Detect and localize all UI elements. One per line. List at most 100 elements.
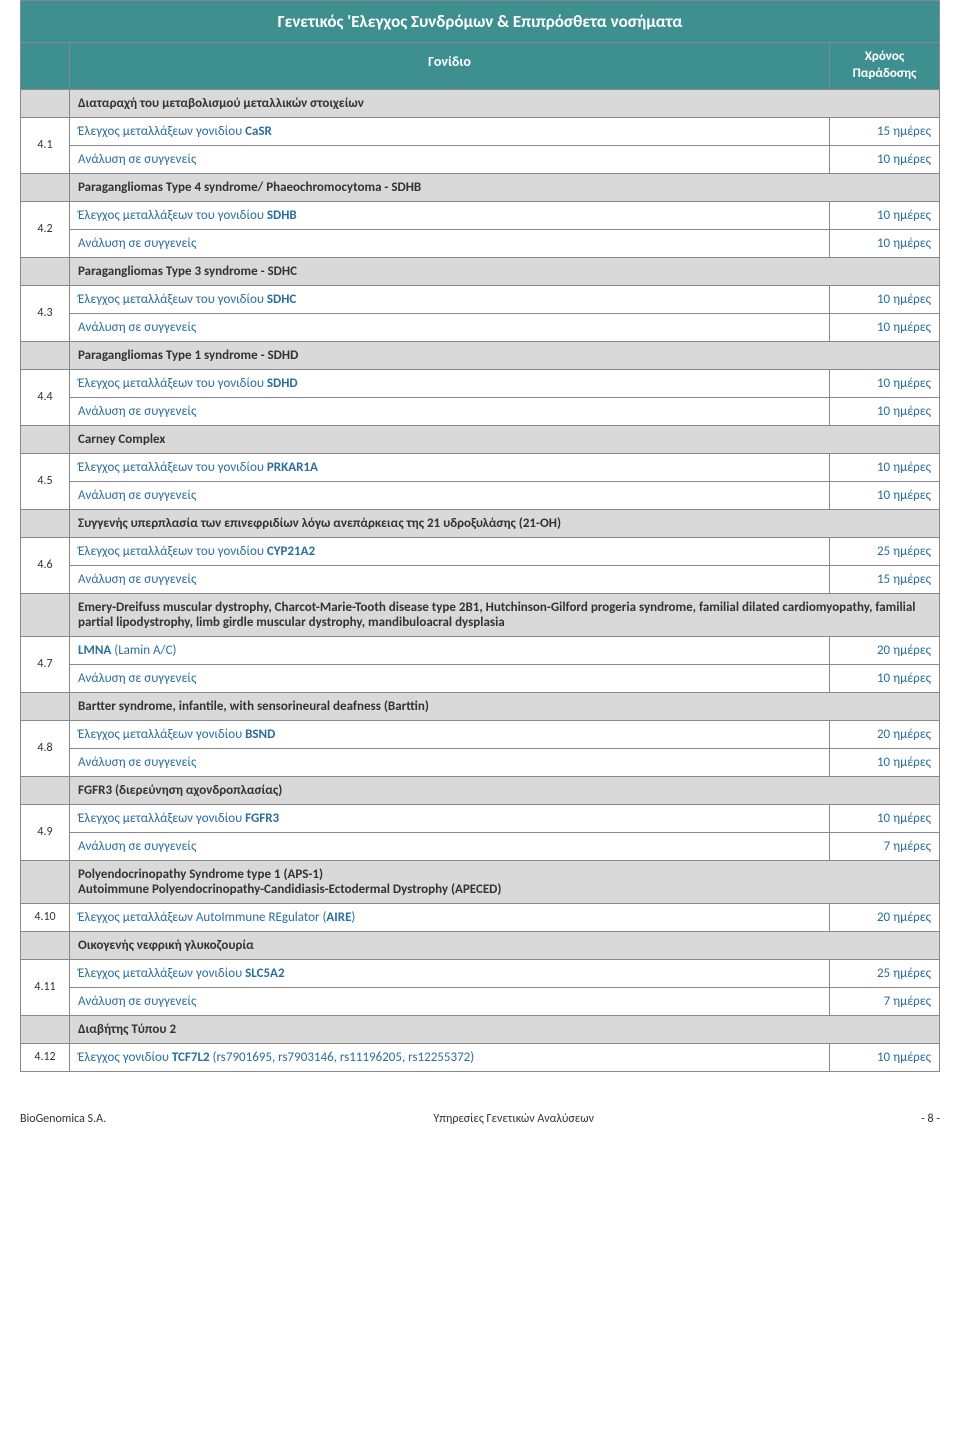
desc-text: Ανάλυση σε συγγενείς — [78, 994, 196, 1009]
group-rows: Έλεγχος μεταλλάξεων του γονιδίου SDHB10 … — [70, 202, 940, 258]
data-row: Ανάλυση σε συγγενείς10 ημέρες — [70, 230, 940, 258]
gene-name: FGFR3 — [245, 811, 279, 826]
row-description: Έλεγχος μεταλλάξεων του γονιδίου SDHC — [70, 286, 830, 314]
row-description: Ανάλυση σε συγγενείς — [70, 314, 830, 342]
gene-name: SLC5A2 — [245, 966, 284, 981]
row-time: 10 ημέρες — [830, 202, 940, 230]
data-row: Έλεγχος μεταλλάξεων γονιδίου CaSR15 ημέρ… — [70, 118, 940, 146]
gene-name: CYP21A2 — [267, 544, 315, 559]
section-header: Bartter syndrome, infantile, with sensor… — [20, 693, 940, 721]
row-time: 7 ημέρες — [830, 833, 940, 861]
data-row: Ανάλυση σε συγγενείς 10 ημέρες — [70, 146, 940, 174]
desc-text: Έλεγχος μεταλλάξεων γονιδίου — [78, 966, 245, 981]
data-row: Έλεγχος μεταλλάξεων του γονιδίου SDHB10 … — [70, 202, 940, 230]
section-num-blank — [20, 861, 70, 904]
data-row: Έλεγχος μεταλλάξεων του γονιδίου CYP21A2… — [70, 538, 940, 566]
row-time: 20 ημέρες — [830, 637, 940, 665]
desc-text: Έλεγχος μεταλλάξεων AutoImmune REgulator… — [78, 910, 326, 925]
desc-text: Ανάλυση σε συγγενείς — [78, 152, 196, 167]
row-number: 4.5 — [20, 454, 70, 510]
group-rows: LMNA (Lamin A/C)20 ημέρεςΑνάλυση σε συγγ… — [70, 637, 940, 693]
group-wrapper: 4.9Έλεγχος μεταλλάξεων γονιδίου FGFR310 … — [20, 805, 940, 861]
row-number: 4.1 — [20, 118, 70, 174]
section-num-blank — [20, 510, 70, 538]
group-wrapper: 4.5Έλεγχος μεταλλάξεων του γονιδίου PRKA… — [20, 454, 940, 510]
desc-text-post: ) — [351, 910, 355, 925]
row-time: 7 ημέρες — [830, 988, 940, 1016]
group-rows: Έλεγχος μεταλλάξεων του γονιδίου PRKAR1A… — [70, 454, 940, 510]
row-description: Ανάλυση σε συγγενείς — [70, 665, 830, 693]
row-description: Έλεγχος μεταλλάξεων γονιδίου FGFR3 — [70, 805, 830, 833]
section-num-blank — [20, 342, 70, 370]
desc-text: Ανάλυση σε συγγενείς — [78, 671, 196, 686]
group-rows: Έλεγχος μεταλλάξεων AutoImmune REgulator… — [70, 904, 940, 932]
section-header: Emery-Dreifuss muscular dystrophy, Charc… — [20, 594, 940, 637]
group-rows: Έλεγχος μεταλλάξεων του γονιδίου SDHD10 … — [70, 370, 940, 426]
row-description: Ανάλυση σε συγγενείς — [70, 988, 830, 1016]
group-wrapper: 4.6Έλεγχος μεταλλάξεων του γονιδίου CYP2… — [20, 538, 940, 594]
data-row: Έλεγχος γονιδίου TCF7L2 (rs7901695, rs79… — [70, 1044, 940, 1072]
section-header: Διαβήτης Τύπου 2 — [20, 1016, 940, 1044]
section-header: Διαταραχή του μεταβολισμού μεταλλικών στ… — [20, 90, 940, 118]
footer-right: - 8 - — [921, 1112, 940, 1126]
row-description: Έλεγχος μεταλλάξεων AutoImmune REgulator… — [70, 904, 830, 932]
data-row: Έλεγχος μεταλλάξεων AutoImmune REgulator… — [70, 904, 940, 932]
group-rows: Έλεγχος μεταλλάξεων γονιδίου CaSR15 ημέρ… — [70, 118, 940, 174]
desc-text: Έλεγχος γονιδίου — [78, 1050, 172, 1065]
row-description: Έλεγχος μεταλλάξεων του γονιδίου CYP21A2 — [70, 538, 830, 566]
row-time: 10 ημέρες — [830, 146, 940, 174]
row-time: 10 ημέρες — [830, 454, 940, 482]
desc-text: Έλεγχος μεταλλάξεων του γονιδίου — [78, 292, 267, 307]
data-row: Ανάλυση σε συγγενείς10 ημέρες — [70, 665, 940, 693]
row-time: 25 ημέρες — [830, 960, 940, 988]
data-row: Έλεγχος μεταλλάξεων του γονιδίου PRKAR1A… — [70, 454, 940, 482]
group-wrapper: 4.12Έλεγχος γονιδίου TCF7L2 (rs7901695, … — [20, 1044, 940, 1072]
desc-text: Έλεγχος μεταλλάξεων του γονιδίου — [78, 460, 267, 475]
group-wrapper: 4.3Έλεγχος μεταλλάξεων του γονιδίου SDHC… — [20, 286, 940, 342]
desc-text-post: (Lamin A/C) — [111, 643, 176, 658]
group-wrapper: 4.11Έλεγχος μεταλλάξεων γονιδίου SLC5A22… — [20, 960, 940, 1016]
header-gene: Γονίδιο — [70, 43, 830, 90]
section-num-blank — [20, 932, 70, 960]
page-footer: BioGenomica S.A. Υπηρεσίες Γενετικών Ανα… — [20, 1112, 940, 1126]
data-row: Ανάλυση σε συγγενείς 10 ημέρες — [70, 398, 940, 426]
group-wrapper: 4.8Έλεγχος μεταλλάξεων γονιδίου BSND20 η… — [20, 721, 940, 777]
group-wrapper: 4.1Έλεγχος μεταλλάξεων γονιδίου CaSR15 η… — [20, 118, 940, 174]
desc-text: Ανάλυση σε συγγενείς — [78, 839, 196, 854]
group-rows: Έλεγχος μεταλλάξεων του γονιδίου CYP21A2… — [70, 538, 940, 594]
row-time: 20 ημέρες — [830, 721, 940, 749]
group-rows: Έλεγχος γονιδίου TCF7L2 (rs7901695, rs79… — [70, 1044, 940, 1072]
group-rows: Έλεγχος μεταλλάξεων γονιδίου BSND20 ημέρ… — [70, 721, 940, 777]
data-row: Ανάλυση σε συγγενείς10 ημέρες — [70, 314, 940, 342]
desc-text: Έλεγχος μεταλλάξεων γονιδίου — [78, 124, 245, 139]
gene-name: SDHD — [267, 376, 298, 391]
section-num-blank — [20, 426, 70, 454]
group-wrapper: 4.2Έλεγχος μεταλλάξεων του γονιδίου SDHB… — [20, 202, 940, 258]
row-description: Ανάλυση σε συγγενείς — [70, 482, 830, 510]
section-header: Polyendocrinopathy Syndrome type 1 (APS-… — [20, 861, 940, 904]
section-header: Οικογενής νεφρική γλυκοζουρία — [20, 932, 940, 960]
gene-name: SDHB — [267, 208, 297, 223]
desc-text: Ανάλυση σε συγγενείς — [78, 572, 196, 587]
desc-text: Ανάλυση σε συγγενείς — [78, 236, 196, 251]
section-num-blank — [20, 90, 70, 118]
section-num-blank — [20, 1016, 70, 1044]
desc-text: Έλεγχος μεταλλάξεων γονιδίου — [78, 811, 245, 826]
section-header: Συγγενής υπερπλασία των επινεφριδίων λόγ… — [20, 510, 940, 538]
desc-text: Έλεγχος μεταλλάξεων του γονιδίου — [78, 544, 267, 559]
row-time: 10 ημέρες — [830, 1044, 940, 1072]
desc-text: Ανάλυση σε συγγενείς — [78, 404, 196, 419]
row-number: 4.12 — [20, 1044, 70, 1072]
desc-text-post: (rs7901695, rs7903146, rs11196205, rs122… — [210, 1050, 475, 1065]
gene-name: CaSR — [245, 124, 272, 139]
row-time: 10 ημέρες — [830, 370, 940, 398]
section-title: Paragangliomas Type 1 syndrome - SDHD — [70, 342, 940, 370]
row-time: 10 ημέρες — [830, 749, 940, 777]
data-row: LMNA (Lamin A/C)20 ημέρες — [70, 637, 940, 665]
data-row: Έλεγχος μεταλλάξεων γονιδίου BSND20 ημέρ… — [70, 721, 940, 749]
group-rows: Έλεγχος μεταλλάξεων του γονιδίου SDHC10 … — [70, 286, 940, 342]
row-number: 4.2 — [20, 202, 70, 258]
row-time: 10 ημέρες — [830, 398, 940, 426]
section-title: Bartter syndrome, infantile, with sensor… — [70, 693, 940, 721]
data-row: Ανάλυση σε συγγενείς15 ημέρες — [70, 566, 940, 594]
